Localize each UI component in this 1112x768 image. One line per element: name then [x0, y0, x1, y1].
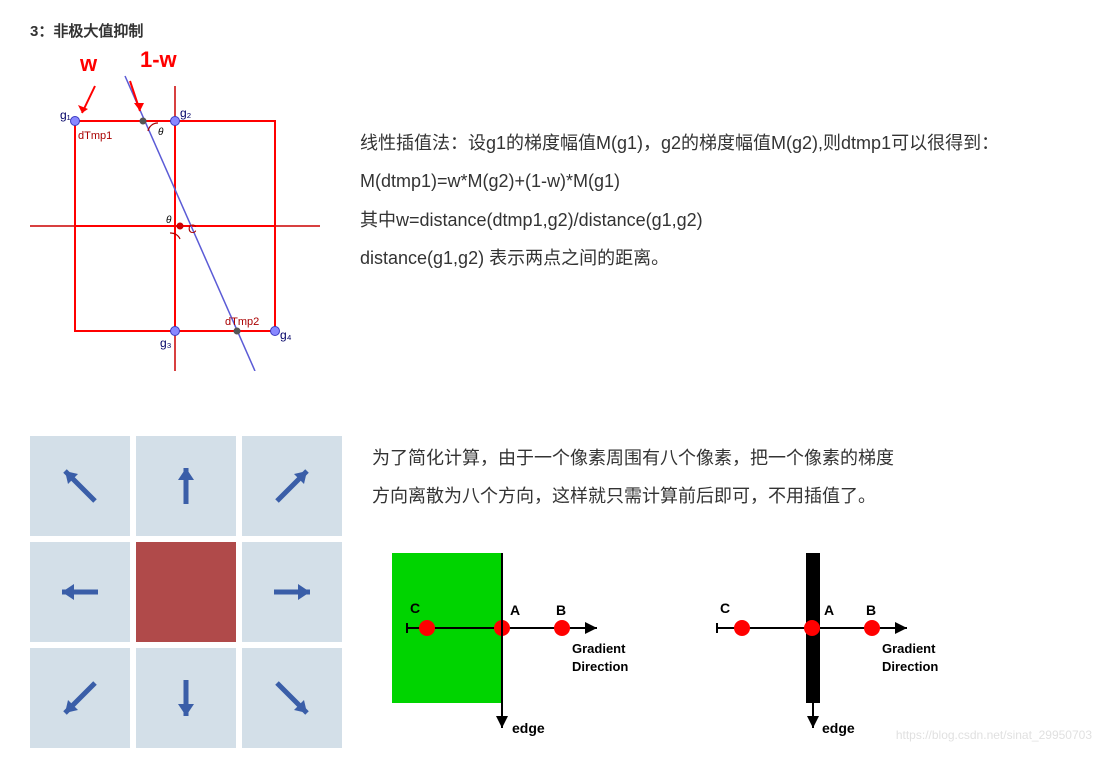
- lbl-grad-right: Gradient: [882, 641, 936, 656]
- discrete-text: 为了简化计算，由于一个像素周围有八个像素，把一个像素的梯度 方向离散为八个方向，…: [372, 442, 1082, 513]
- lbl-theta2: θ: [166, 215, 172, 226]
- lbl-A-left: A: [510, 602, 520, 618]
- lbl-C: C: [188, 222, 197, 236]
- row-discrete: 为了简化计算，由于一个像素周围有八个像素，把一个像素的梯度 方向离散为八个方向，…: [30, 436, 1082, 748]
- lbl-C-right: C: [720, 600, 730, 616]
- dir-cell-sw: [30, 648, 130, 748]
- dir-cell-s: [136, 648, 236, 748]
- interpolation-diagram: g₁ g₂ g₃ g₄ dTmp1 dTmp2 C θ θ: [30, 61, 320, 371]
- dir-cell-se: [242, 648, 342, 748]
- watermark: https://blog.csdn.net/sinat_29950703: [896, 728, 1092, 742]
- dir-cell-center: [136, 542, 236, 642]
- direction-grid: [30, 436, 342, 748]
- disc-line2: 方向离散为八个方向，这样就只需计算前后即可，不用插值了。: [372, 480, 1082, 512]
- lbl-g2: g₂: [180, 106, 192, 120]
- lbl-g4: g₄: [280, 328, 292, 342]
- lbl-C-left: C: [410, 600, 420, 616]
- lbl-B-right: B: [866, 602, 876, 618]
- row-interpolation: w 1-w: [30, 61, 1082, 376]
- dir-cell-w: [30, 542, 130, 642]
- lbl-edge-left: edge: [512, 720, 545, 736]
- disc-line1: 为了简化计算，由于一个像素周围有八个像素，把一个像素的梯度: [372, 442, 1082, 474]
- interp-line3: 其中w=distance(dtmp1,g2)/distance(g1,g2): [360, 204, 999, 236]
- lbl-dir-right: Direction: [882, 659, 938, 674]
- lbl-g3: g₃: [160, 336, 172, 350]
- discrete-right: 为了简化计算，由于一个像素周围有八个像素，把一个像素的梯度 方向离散为八个方向，…: [372, 436, 1082, 743]
- lbl-dir-left: Direction: [572, 659, 628, 674]
- lbl-B-left: B: [556, 602, 566, 618]
- dir-cell-e: [242, 542, 342, 642]
- lbl-grad-left: Gradient: [572, 641, 626, 656]
- lbl-dtmp2: dTmp2: [225, 316, 259, 328]
- interp-line4: distance(g1,g2) 表示两点之间的距离。: [360, 242, 999, 274]
- lbl-g1: g₁: [60, 108, 71, 122]
- interp-text: 线性插值法：设g1的梯度幅值M(g1)，g2的梯度幅值M(g2),则dtmp1可…: [360, 121, 999, 281]
- edge-diagrams: C A B Gradient Direction edge: [372, 533, 1082, 743]
- lbl-theta1: θ: [158, 127, 164, 138]
- lbl-A-right: A: [824, 602, 834, 618]
- lbl-dtmp1: dTmp1: [78, 130, 112, 142]
- interp-line1: 线性插值法：设g1的梯度幅值M(g1)，g2的梯度幅值M(g2),则dtmp1可…: [360, 127, 999, 159]
- edge-diagram-left: C A B Gradient Direction edge: [372, 533, 642, 743]
- dir-cell-n: [136, 436, 236, 536]
- label-w: w: [80, 51, 97, 77]
- lbl-edge-right: edge: [822, 720, 855, 736]
- interp-line2: M(dtmp1)=w*M(g2)+(1-w)*M(g1): [360, 165, 999, 197]
- dir-cell-ne: [242, 436, 342, 536]
- label-1-w: 1-w: [140, 47, 177, 73]
- section-heading: 3：非极大值抑制: [30, 20, 1082, 41]
- interp-diagram-wrapper: w 1-w: [30, 61, 320, 376]
- dir-cell-nw: [30, 436, 130, 536]
- edge-diagram-right: C A B Gradient Direction edge: [682, 533, 952, 743]
